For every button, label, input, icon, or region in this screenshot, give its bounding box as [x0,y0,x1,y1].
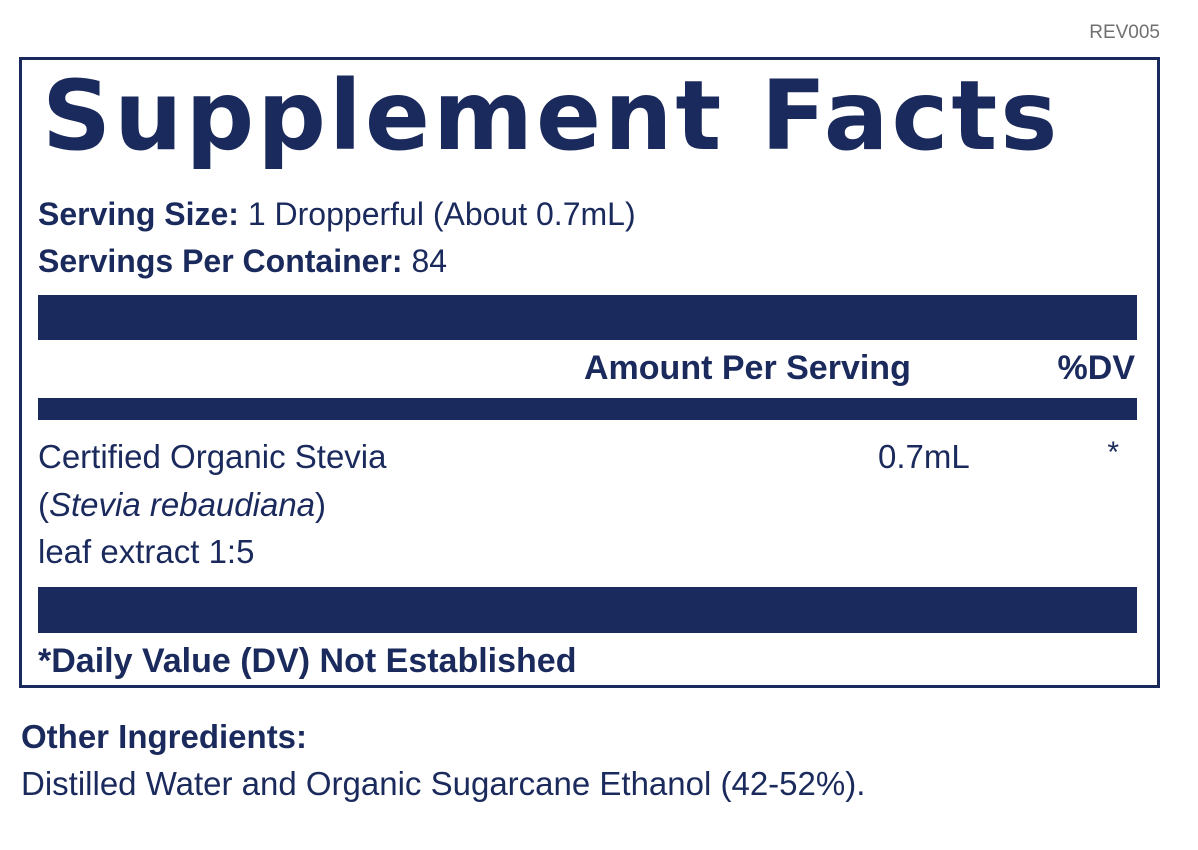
amount-per-serving-header: Amount Per Serving [584,349,911,387]
ingredient-name: Certified Organic Stevia [38,438,387,475]
paren-open: ( [38,486,49,523]
serving-size-value: 1 Dropperful (About 0.7mL) [247,196,636,232]
serving-size-label: Serving Size: [38,196,239,232]
ingredient-latin-name: Stevia rebaudiana [49,486,316,523]
ingredient-latin-line: (Stevia rebaudiana) [38,486,326,524]
ingredient-dv: * [1107,436,1119,469]
ingredient-detail: leaf extract 1:5 [38,533,255,570]
paren-close: ) [315,486,327,523]
ingredient-amount: 0.7mL [878,438,970,475]
servings-per-container-line: Servings Per Container: 84 [38,243,447,280]
divider-bar-medium [38,398,1137,420]
serving-size-line: Serving Size: 1 Dropperful (About 0.7mL) [38,196,636,233]
divider-bar-thick-top [38,295,1137,340]
servings-per-container-value: 84 [411,243,448,279]
other-ingredients-text: Distilled Water and Organic Sugarcane Et… [21,765,866,802]
divider-bar-thick-bottom [38,587,1137,633]
panel-title: Supplement Facts [42,60,1061,172]
daily-value-footnote: *Daily Value (DV) Not Established [38,642,577,680]
supplement-facts-panel: Supplement Facts Serving Size: 1 Dropper… [19,57,1160,688]
dv-header: %DV [1057,349,1135,387]
servings-per-container-label: Servings Per Container: [38,243,403,279]
revision-code: REV005 [1089,22,1160,43]
other-ingredients-title: Other Ingredients: [21,718,308,755]
